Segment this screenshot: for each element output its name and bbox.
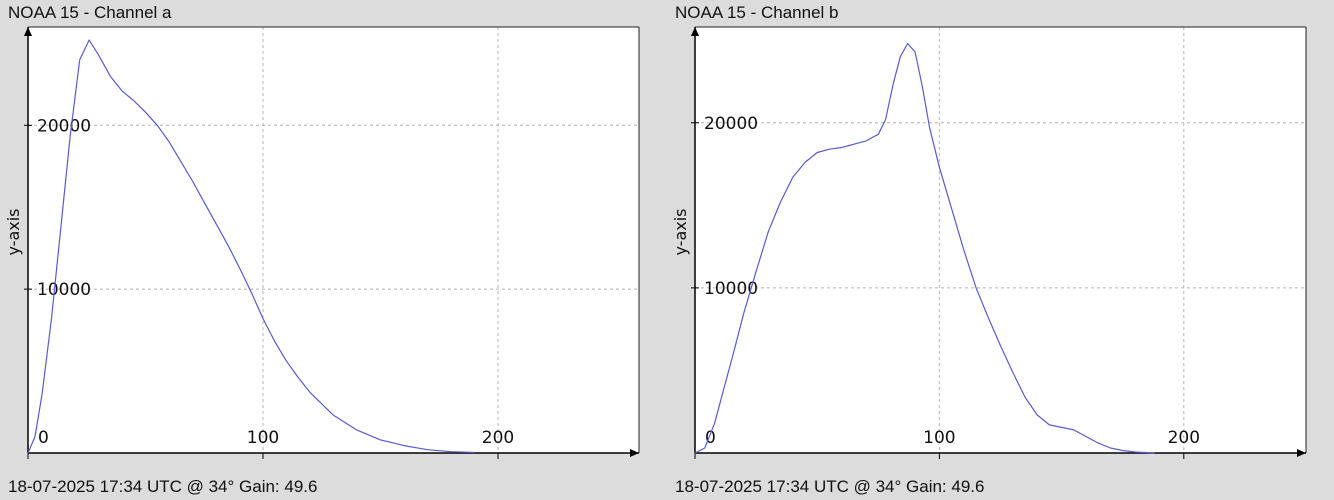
y-axis-label: y-axis <box>4 208 23 255</box>
y-axis-arrow <box>24 27 32 36</box>
series-line <box>694 42 1155 454</box>
series-line <box>27 39 475 454</box>
y-tick-label: 20000 <box>704 114 758 134</box>
y-axis-arrow <box>691 27 699 36</box>
plot-background <box>28 27 639 453</box>
y-tick-label: 10000 <box>37 280 91 300</box>
x-tick-label: 100 <box>923 428 955 448</box>
x-tick-label: 0 <box>38 428 49 448</box>
y-tick-label: 20000 <box>37 116 91 136</box>
chart-title: NOAA 15 - Channel b <box>675 3 839 22</box>
chart-title: NOAA 15 - Channel a <box>8 3 172 22</box>
x-axis-arrow <box>630 449 639 457</box>
plot-area: 0 100 200 10000 20000 y-axis <box>4 26 640 459</box>
y-tick-label: 10000 <box>704 279 758 299</box>
x-tick-label: 100 <box>247 428 279 448</box>
x-axis-arrow <box>1297 449 1306 457</box>
plot-background <box>695 27 1306 453</box>
plot-area: 0 100 200 10000 20000 y-axis <box>671 26 1307 459</box>
chart-panel-a: NOAA 15 - Channel a 0 100 200 10000 20000 y-a… <box>4 3 640 496</box>
x-tick-label: 200 <box>1168 428 1200 448</box>
chart-panel-b: NOAA 15 - Channel b 0 100 200 10000 20000 y-a… <box>667 0 1334 500</box>
x-tick-label: 0 <box>705 428 716 448</box>
status-footer: 18-07-2025 17:34 UTC @ 34° Gain: 49.6 <box>8 477 318 496</box>
status-footer: 18-07-2025 17:34 UTC @ 34° Gain: 49.6 <box>675 477 985 496</box>
y-axis-label: y-axis <box>671 208 690 255</box>
x-tick-label: 200 <box>482 428 514 448</box>
